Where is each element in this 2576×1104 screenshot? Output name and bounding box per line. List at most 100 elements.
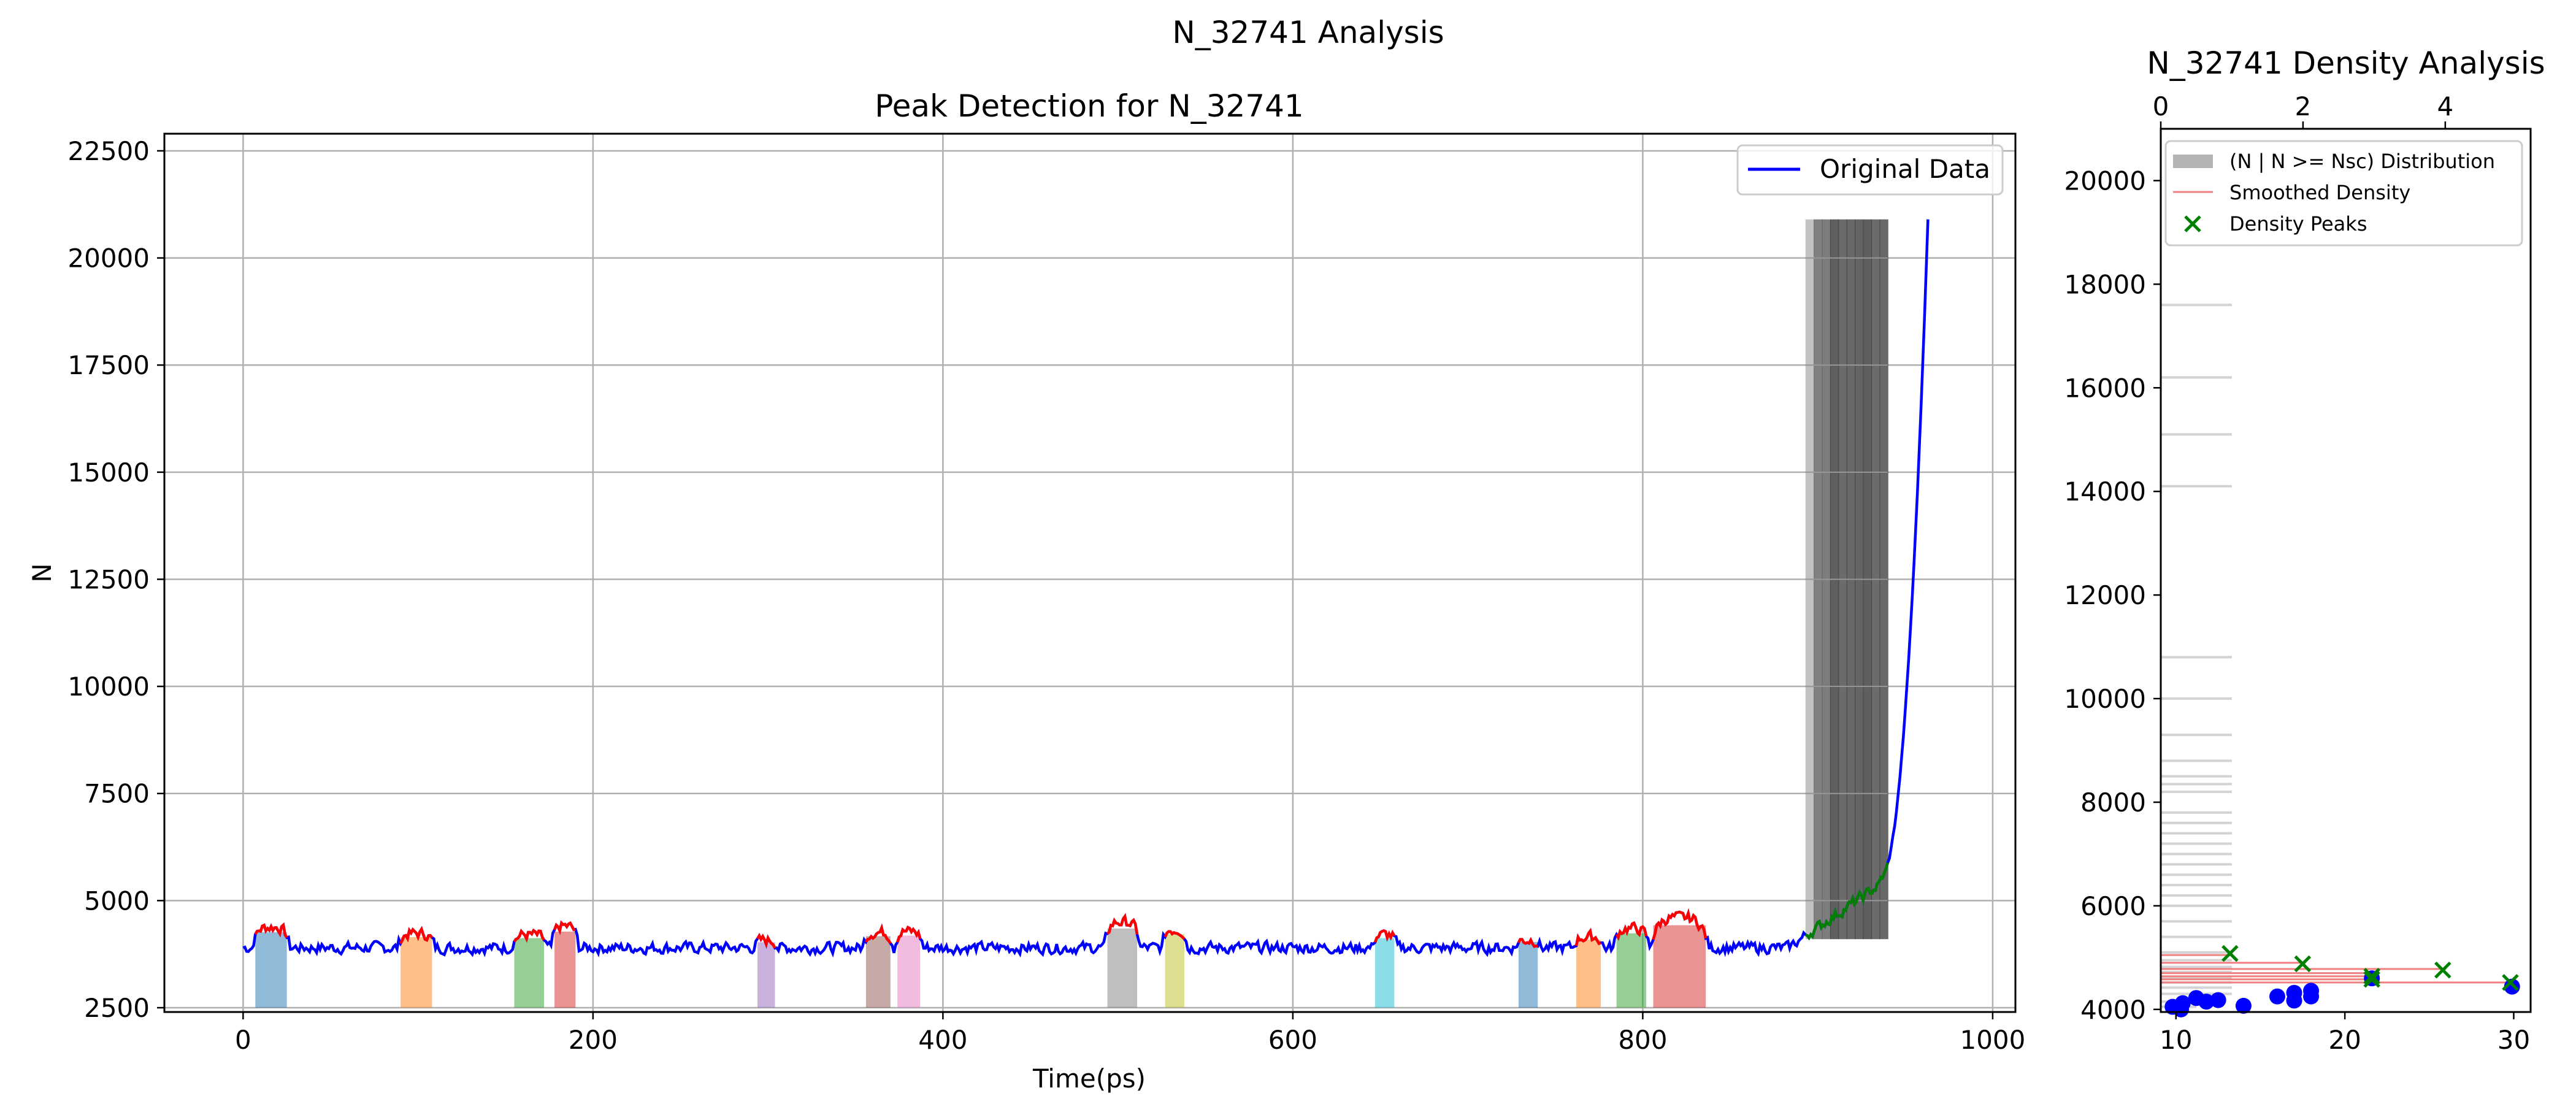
main-x-tick-label: 1000 bbox=[1960, 1025, 2025, 1055]
density-top-x-tick-label: 0 bbox=[2153, 91, 2169, 121]
peak-highlight-line bbox=[1574, 927, 1601, 946]
distribution-bar bbox=[2161, 920, 2232, 923]
peak-band bbox=[1374, 938, 1395, 1008]
main-x-tick-label: 800 bbox=[1618, 1025, 1667, 1055]
distribution-bar bbox=[2161, 697, 2232, 700]
distribution-bar bbox=[2161, 959, 2232, 962]
distribution-bar bbox=[2161, 775, 2232, 778]
peak-highlight-line bbox=[865, 923, 892, 945]
peak-band bbox=[1576, 940, 1601, 1008]
density-peak-stroke bbox=[2221, 945, 2239, 962]
density-y-tick-label: 20000 bbox=[2064, 166, 2146, 196]
density-peak-markers bbox=[2221, 945, 2519, 991]
peak-highlight-line bbox=[1652, 908, 1708, 940]
density-y-tick-label: 16000 bbox=[2064, 373, 2146, 403]
density-chart-title: N_32741 Density Analysis bbox=[2147, 45, 2545, 81]
density-y-tick-label: 14000 bbox=[2064, 477, 2146, 507]
distribution-bar bbox=[2161, 970, 2232, 973]
peak-highlight-line bbox=[756, 932, 776, 949]
peak-highlight-line bbox=[1106, 913, 1139, 935]
main-y-tick-label: 22500 bbox=[67, 136, 150, 166]
density-peak-marker bbox=[2363, 971, 2380, 988]
density-peak-marker bbox=[2294, 955, 2312, 973]
distribution-bar bbox=[2161, 842, 2232, 845]
peak-highlight-line bbox=[254, 922, 288, 938]
density-peak-stroke bbox=[2184, 215, 2201, 232]
legend-label-density-peaks: Density Peaks bbox=[2229, 212, 2367, 236]
green-region-line bbox=[1804, 862, 1889, 941]
density-top-x-ticks: 0 2 4 bbox=[2153, 91, 2453, 129]
figure-suptitle: N_32741 Analysis bbox=[1172, 15, 1444, 50]
distribution-bar bbox=[2161, 811, 2232, 814]
density-peak-marker bbox=[2502, 974, 2519, 991]
distribution-bar bbox=[2161, 951, 2232, 954]
density-legend: (N | N >= Nsc) Distribution Smoothed Den… bbox=[2164, 140, 2523, 247]
main-y-tick-label: 7500 bbox=[84, 779, 150, 809]
density-top-x-tick-label: 4 bbox=[2437, 91, 2453, 121]
density-smoothed-lines bbox=[2161, 954, 2514, 984]
distribution-bar bbox=[2161, 873, 2232, 876]
density-peak-marker bbox=[2221, 945, 2239, 962]
density-chart: N_32741 Density Analysis 400060008000100… bbox=[2064, 45, 2545, 1055]
density-y-tick-label: 12000 bbox=[2064, 580, 2146, 610]
density-y-tick-label: 6000 bbox=[2080, 891, 2146, 921]
peak-band bbox=[865, 936, 891, 1008]
main-chart-title: Peak Detection for N_32741 bbox=[875, 88, 1304, 124]
density-peak-stroke bbox=[2294, 955, 2312, 973]
legend-label-original-data: Original Data bbox=[1820, 154, 1990, 184]
main-y-ticks: 2500 5000 7500 10000 12500 15000 17500 20000 225… bbox=[67, 136, 164, 1023]
density-point bbox=[2303, 983, 2320, 999]
distribution-bar bbox=[2161, 304, 2232, 307]
main-chart: Peak Detection for N_32741 0 200 400 600 800… bbox=[27, 88, 2025, 1094]
peak-band bbox=[1165, 934, 1185, 1008]
density-bottom-x-tick-label: 30 bbox=[2497, 1025, 2530, 1055]
peak-highlight-line bbox=[1517, 937, 1538, 948]
distribution-bar bbox=[2161, 976, 2232, 979]
main-y-tick-label: 2500 bbox=[84, 993, 150, 1023]
density-point bbox=[2235, 997, 2252, 1014]
main-y-tick-label: 15000 bbox=[67, 458, 150, 488]
density-peak-marker bbox=[2363, 967, 2380, 985]
distribution-bar bbox=[2161, 485, 2232, 488]
main-y-axis-label: N bbox=[27, 563, 57, 582]
main-gridlines bbox=[164, 134, 2015, 1012]
peak-band bbox=[401, 937, 432, 1008]
density-histogram bbox=[2161, 304, 2232, 1008]
density-bottom-x-tick-label: 10 bbox=[2160, 1025, 2192, 1055]
distribution-bar bbox=[2161, 935, 2232, 938]
density-bottom-x-ticks: 10 20 30 bbox=[2160, 1012, 2530, 1055]
distribution-bar bbox=[2161, 965, 2232, 968]
distribution-bar bbox=[2161, 791, 2232, 794]
peak-highlight-line bbox=[1615, 921, 1648, 941]
peak-band bbox=[897, 935, 921, 1008]
distribution-bar bbox=[2161, 832, 2232, 835]
main-x-ticks: 0 200 400 600 800 1000 bbox=[235, 1012, 2025, 1055]
density-legend-box bbox=[2164, 140, 2523, 247]
main-x-tick-label: 0 bbox=[235, 1025, 251, 1055]
density-bottom-x-tick-label: 20 bbox=[2328, 1025, 2361, 1055]
peak-band bbox=[757, 942, 775, 1008]
density-y-tick-label: 18000 bbox=[2064, 269, 2146, 299]
density-point bbox=[2269, 988, 2285, 1005]
density-peak-marker bbox=[2434, 961, 2451, 979]
distribution-bar bbox=[2161, 853, 2232, 856]
legend-label-distribution: (N | N >= Nsc) Distribution bbox=[2229, 150, 2495, 173]
main-plot-frame bbox=[163, 132, 2017, 1013]
main-y-tick-label: 10000 bbox=[67, 672, 150, 702]
density-point bbox=[2286, 992, 2302, 1009]
original-data-line bbox=[242, 219, 1930, 958]
legend-swatch-density-peaks bbox=[2184, 215, 2201, 232]
distribution-bar bbox=[2161, 904, 2232, 907]
peak-band bbox=[1518, 941, 1538, 1008]
density-peak-stroke bbox=[2363, 967, 2380, 985]
peak-highlight-line bbox=[1163, 930, 1186, 940]
peak-highlight-line bbox=[896, 926, 922, 943]
density-top-x-tick-label: 2 bbox=[2295, 91, 2312, 121]
distribution-bar bbox=[2161, 433, 2232, 436]
density-peak-stroke bbox=[2434, 961, 2451, 979]
distribution-bar bbox=[2161, 734, 2232, 737]
density-point bbox=[2210, 992, 2226, 1008]
main-peak-bands bbox=[255, 925, 1706, 1008]
peak-band bbox=[255, 932, 287, 1008]
density-y-ticks: 4000 6000 8000 10000 12000 14000 16000 18000 200… bbox=[2064, 166, 2161, 1025]
